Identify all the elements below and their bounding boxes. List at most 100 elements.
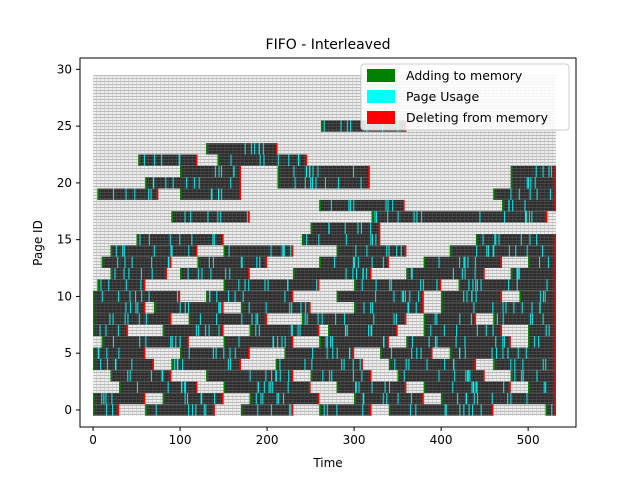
- page-5-usage-mark: [118, 347, 120, 359]
- page-11-usage-mark: [316, 279, 318, 291]
- page-8-usage-mark: [257, 313, 259, 325]
- page-21-usage-mark: [305, 165, 307, 178]
- page-15-add-mark-0: [136, 233, 139, 246]
- page-0-usage-mark: [409, 404, 412, 416]
- page-row-9-idle: [93, 302, 556, 314]
- page-20-delete-mark-0: [239, 177, 241, 189]
- page-14-usage-mark: [355, 245, 357, 257]
- page-0-usage-mark: [459, 404, 461, 416]
- page-21-usage-mark: [293, 165, 295, 178]
- page-19-usage-mark: [221, 188, 223, 200]
- page-13-resident-4: [528, 256, 556, 269]
- page-2-usage-mark: [287, 381, 289, 393]
- page-13-add-mark-4: [528, 256, 530, 269]
- page-6-usage-mark: [277, 336, 279, 348]
- page-0-usage-mark: [362, 404, 364, 416]
- page-10-resident-0: [93, 290, 181, 303]
- page-6-usage-mark: [538, 336, 540, 348]
- page-9-usage-mark: [219, 302, 221, 314]
- page-2-usage-mark: [452, 381, 454, 393]
- page-11-usage-mark: [480, 279, 482, 291]
- page-3-usage-mark: [249, 370, 251, 382]
- page-8-usage-mark: [436, 313, 438, 325]
- page-23-usage-mark: [258, 143, 260, 155]
- page-23-usage-mark: [244, 143, 246, 155]
- page-11-usage-mark: [248, 279, 250, 291]
- page-15-add-mark-1: [301, 233, 304, 246]
- page-11-usage-mark: [475, 279, 477, 291]
- page-21-usage-mark: [312, 165, 314, 178]
- page-4-usage-mark: [304, 358, 306, 371]
- page-12-usage-mark: [225, 268, 227, 280]
- page-10-usage-mark: [284, 290, 286, 303]
- page-2-usage-mark: [355, 381, 357, 393]
- page-8-usage-mark: [109, 313, 111, 325]
- page-15-usage-mark: [213, 233, 215, 246]
- page-10-usage-mark: [117, 290, 120, 303]
- page-3-usage-mark: [536, 370, 538, 382]
- page-1-usage-mark: [363, 392, 365, 405]
- page-20-usage-mark: [530, 177, 532, 189]
- page-8-usage-mark: [321, 313, 323, 325]
- page-14-delete-mark-1: [291, 245, 294, 257]
- page-22-usage-mark: [263, 154, 265, 166]
- page-4-usage-mark: [522, 358, 524, 371]
- page-1-add-mark-3: [354, 392, 356, 405]
- page-13-usage-mark: [131, 256, 133, 269]
- page-7-usage-mark: [548, 324, 550, 337]
- page-9-usage-mark: [289, 302, 291, 314]
- page-13-usage-mark: [151, 256, 153, 269]
- page-17-usage-mark: [397, 211, 399, 223]
- page-3-delete-mark-2: [369, 370, 372, 382]
- page-23-add-mark-0: [206, 143, 208, 155]
- page-14-add-mark-3: [449, 245, 452, 257]
- legend-label-1: Adding to memory: [406, 68, 523, 83]
- page-1-usage-mark: [105, 392, 107, 405]
- page-11-add-mark-2: [354, 279, 356, 291]
- page-7-delete-mark-5: [554, 324, 556, 337]
- page-0-usage-mark: [155, 404, 157, 416]
- page-0-delete-mark-1: [213, 404, 215, 416]
- page-21-usage-mark: [218, 165, 220, 178]
- page-9-usage-mark: [300, 302, 302, 314]
- page-9-usage-mark: [473, 302, 475, 314]
- page-6-usage-mark: [281, 336, 283, 348]
- page-2-resident-0: [119, 381, 198, 393]
- page-3-usage-mark: [361, 370, 363, 382]
- page-20-usage-mark: [165, 177, 167, 189]
- page-15-add-mark-2: [475, 233, 478, 246]
- page-row-2-idle: [93, 381, 556, 393]
- page-9-usage-mark: [407, 302, 409, 314]
- page-4-resident-1: [171, 358, 241, 371]
- page-10-usage-mark: [539, 290, 541, 303]
- page-6-usage-mark: [411, 336, 413, 348]
- page-7-resident-3: [328, 324, 398, 337]
- page-14-usage-mark: [283, 245, 285, 257]
- page-3-add-mark-1: [206, 370, 208, 382]
- page-4-resident-2: [275, 358, 363, 371]
- page-21-usage-mark: [214, 165, 216, 178]
- page-13-usage-mark: [464, 256, 466, 269]
- page-9-usage-mark: [521, 302, 523, 314]
- page-0-usage-mark: [203, 404, 205, 416]
- page-12-resident-0: [110, 268, 168, 280]
- page-5-add-mark-1: [180, 347, 182, 359]
- page-7-usage-mark: [195, 324, 197, 337]
- page-14-resident-2: [336, 245, 407, 257]
- page-5-usage-mark: [525, 347, 527, 359]
- page-row-17-idle: [93, 211, 556, 223]
- page-1-usage-mark: [510, 392, 512, 405]
- page-2-delete-mark-4: [554, 381, 556, 393]
- page-10-delete-mark-2: [422, 290, 424, 303]
- page-2-add-mark-2: [336, 381, 339, 393]
- page-4-delete-mark-3: [474, 358, 476, 371]
- x-tick-label: 400: [430, 433, 453, 447]
- page-10-resident-2: [336, 290, 424, 303]
- page-8-usage-mark: [531, 313, 534, 325]
- page-1-usage-mark: [491, 392, 493, 405]
- page-9-usage-mark: [291, 302, 293, 314]
- page-19-usage-mark: [549, 188, 552, 200]
- page-4-usage-mark: [453, 358, 455, 371]
- page-1-usage-mark: [507, 392, 509, 405]
- page-6-usage-mark: [434, 336, 437, 348]
